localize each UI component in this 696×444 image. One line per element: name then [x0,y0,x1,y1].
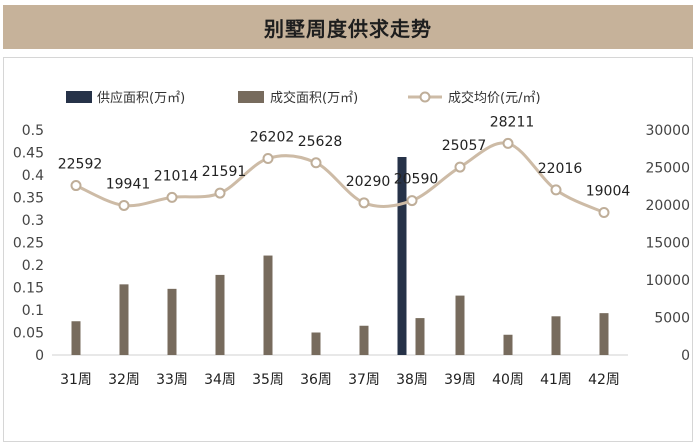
y-right-tick-label: 30000 [645,123,690,139]
price-data-label: 21014 [154,168,199,184]
x-tick-label: 42周 [588,372,620,388]
x-tick-label: 32周 [108,372,140,388]
x-tick-label: 40周 [492,372,524,388]
legend-supply-label: 供应面积(万㎡) [97,90,185,106]
deal-bar [215,274,225,355]
price-point [358,197,370,209]
price-data-label: 21591 [202,164,247,180]
price-data-label: 25628 [298,134,343,150]
y-left-tick-label: 0.2 [22,258,44,274]
chart-title: 别墅周度供求走势 [264,16,432,41]
legend-supply-swatch [66,91,92,103]
y-left-tick-label: 0.35 [13,191,44,207]
y-right-tick-label: 5000 [654,311,690,327]
x-tick-label: 38周 [396,372,428,388]
x-tick-label: 33周 [156,372,188,388]
y-right-tick-label: 10000 [645,273,690,289]
deal-bar [167,288,177,355]
supply-bar [397,157,407,355]
price-data-label: 26202 [250,129,295,145]
price-point [502,137,514,149]
deal-bar [455,295,465,355]
price-data-label: 22592 [58,157,103,173]
price-point [598,206,610,218]
deal-bar [551,316,561,355]
x-tick-label: 34周 [204,372,236,388]
y-left-tick-label: 0.1 [22,303,44,319]
price-point [70,180,82,192]
deal-bar [415,318,425,355]
price-point [550,184,562,196]
price-point [406,195,418,207]
price-point [118,199,130,211]
deal-bar [311,332,321,355]
legend-deal-swatch [238,91,264,103]
price-point [310,157,322,169]
y-left-tick-label: 0.45 [13,146,44,162]
y-left-tick-label: 0.3 [22,213,44,229]
price-point [262,152,274,164]
price-data-label: 20290 [346,174,391,190]
price-point [214,187,226,199]
x-tick-label: 41周 [540,372,572,388]
x-tick-label: 31周 [60,372,92,388]
y-right-tick-label: 15000 [645,236,690,252]
y-right-tick-label: 20000 [645,198,690,214]
x-tick-label: 37周 [348,372,380,388]
deal-bar [119,284,129,355]
price-data-label: 22016 [538,161,583,177]
legend-price-label: 成交均价(元/㎡) [448,90,541,106]
x-tick-label: 39周 [444,372,476,388]
y-right-tick-label: 25000 [645,161,690,177]
price-point [166,191,178,203]
y-left-tick-label: 0 [35,348,44,364]
x-tick-label: 36周 [300,372,332,388]
y-left-tick-label: 0.15 [13,281,44,297]
price-data-label: 19941 [106,176,151,192]
y-left-tick-label: 0.5 [22,123,44,139]
price-data-label: 19004 [586,183,631,199]
chart-header-bar: 别墅周度供求走势 [3,5,693,49]
deal-bar [503,334,513,355]
price-data-label: 28211 [490,114,535,130]
deal-bar [599,313,609,355]
legend-price-marker [419,91,431,103]
y-left-tick-label: 0.4 [22,168,44,184]
y-left-tick-label: 0.05 [13,326,44,342]
price-data-label: 25057 [442,138,487,154]
deal-bar [71,321,81,355]
price-point [454,161,466,173]
y-right-tick-label: 0 [681,348,690,364]
x-tick-label: 35周 [252,372,284,388]
y-left-tick-label: 0.25 [13,236,44,252]
legend-deal-label: 成交面积(万㎡) [270,90,358,106]
price-data-label: 20590 [394,172,439,188]
deal-bar [359,325,369,355]
chart-frame [3,57,693,442]
deal-bar [263,255,273,355]
